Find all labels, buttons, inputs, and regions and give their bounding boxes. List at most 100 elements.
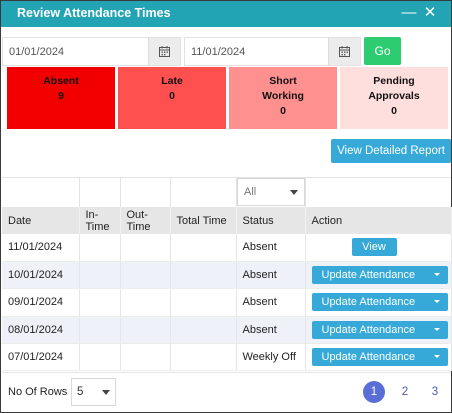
header-total-time[interactable]: Total Time	[170, 207, 237, 234]
cell-status: Absent	[236, 316, 306, 345]
filter-divider	[236, 178, 237, 208]
caret-down-icon	[433, 300, 440, 304]
caret-down-icon	[433, 327, 440, 331]
cell-action: Update Attendance	[305, 343, 452, 372]
column-filter-row	[2, 177, 451, 208]
update-attendance-button[interactable]: Update Attendance	[311, 293, 448, 312]
filter-divider	[120, 178, 121, 208]
cell-status: Weekly Off	[236, 343, 306, 372]
cell-total-time	[170, 261, 237, 290]
view-button[interactable]: View	[351, 238, 397, 257]
update-attendance-label: Update Attendance	[321, 323, 416, 336]
update-attendance-label: Update Attendance	[321, 351, 416, 364]
cell-action: Update Attendance	[305, 288, 452, 317]
cell-in-time	[79, 316, 121, 345]
attendance-table: Date In-Time Out-Time Total Time Status …	[2, 207, 452, 372]
table-row: 10/01/2024 Absent Update Attendance	[2, 261, 452, 290]
cell-total-time	[170, 288, 237, 317]
go-button[interactable]: Go	[364, 37, 401, 65]
filter-divider	[170, 178, 171, 208]
page-1-button[interactable]: 1	[363, 381, 385, 403]
cell-in-time	[79, 234, 121, 262]
cell-in-time	[79, 261, 121, 290]
header-action: Action	[305, 207, 452, 234]
cell-action: Update Attendance	[305, 261, 452, 290]
table-row: 11/01/2024 Absent View	[2, 234, 452, 262]
summary-label-line2: Approvals	[368, 90, 420, 102]
filter-divider	[79, 178, 80, 208]
title-bar: Review Attendance Times — ✕	[1, 1, 451, 27]
cell-status: Absent	[236, 288, 306, 317]
cell-out-time	[120, 288, 171, 317]
view-detailed-report-button[interactable]: View Detailed Report	[331, 139, 451, 163]
cell-total-time	[170, 316, 237, 345]
table-row: 07/01/2024 Weekly Off Update Attendance	[2, 343, 452, 372]
summary-value: 0	[280, 105, 286, 117]
summary-value: 0	[169, 90, 175, 102]
from-date-field	[2, 37, 181, 66]
table-header-row: Date In-Time Out-Time Total Time Status …	[2, 207, 452, 234]
cell-status: Absent	[236, 261, 306, 290]
calendar-icon[interactable]	[148, 38, 180, 65]
update-attendance-label: Update Attendance	[321, 296, 416, 309]
summary-pending-approvals[interactable]: Pending Approvals 0	[340, 67, 448, 129]
cell-action: Update Attendance	[305, 316, 452, 345]
summary-label-line2: Working	[262, 90, 304, 102]
window-title: Review Attendance Times	[17, 6, 171, 20]
caret-down-icon	[102, 390, 110, 395]
summary-value: 0	[391, 105, 397, 117]
table-row: 09/01/2024 Absent Update Attendance	[2, 288, 452, 317]
status-filter-select[interactable]: All	[237, 178, 305, 206]
update-attendance-button[interactable]: Update Attendance	[311, 348, 448, 367]
summary-label: Pending	[373, 75, 415, 87]
summary-label: Late	[161, 75, 183, 87]
summary-label: Absent	[43, 75, 79, 87]
page-3-button[interactable]: 3	[431, 386, 439, 398]
cell-date: 09/01/2024	[2, 288, 80, 317]
cell-in-time	[79, 343, 121, 372]
header-in-time[interactable]: In-Time	[79, 207, 121, 234]
update-attendance-button[interactable]: Update Attendance	[311, 266, 448, 285]
update-attendance-button[interactable]: Update Attendance	[311, 320, 448, 339]
cell-total-time	[170, 234, 237, 262]
header-date[interactable]: Date	[2, 207, 80, 234]
summary-label: Short	[269, 75, 297, 87]
to-date-field	[184, 37, 361, 66]
caret-down-icon	[290, 190, 298, 195]
summary-short-working[interactable]: Short Working 0	[229, 67, 337, 129]
cell-action: View	[305, 234, 452, 262]
cell-out-time	[120, 234, 171, 262]
cell-date: 07/01/2024	[2, 343, 80, 372]
cell-total-time	[170, 343, 237, 372]
cell-out-time	[120, 316, 171, 345]
rows-per-page-value: 5	[77, 386, 84, 398]
summary-absent[interactable]: Absent 9	[7, 67, 115, 129]
cell-date: 11/01/2024	[2, 234, 80, 262]
to-date-input[interactable]	[185, 38, 329, 65]
cell-date: 08/01/2024	[2, 316, 80, 345]
footer-divider	[2, 372, 451, 373]
status-filter-value: All	[244, 186, 257, 198]
summary-late[interactable]: Late 0	[118, 67, 226, 129]
cell-in-time	[79, 288, 121, 317]
cell-out-time	[120, 261, 171, 290]
update-attendance-label: Update Attendance	[321, 269, 416, 282]
summary-value: 9	[58, 90, 64, 102]
rows-per-page-select[interactable]: 5	[71, 378, 116, 406]
cell-out-time	[120, 343, 171, 372]
header-out-time[interactable]: Out-Time	[120, 207, 171, 234]
minimize-icon[interactable]: —	[401, 4, 417, 21]
page-2-button[interactable]: 2	[401, 386, 409, 398]
close-icon[interactable]: ✕	[423, 4, 437, 21]
cell-status: Absent	[236, 234, 306, 262]
caret-down-icon	[433, 273, 440, 277]
from-date-input[interactable]	[3, 38, 149, 65]
rows-per-page-label: No Of Rows :	[8, 386, 74, 398]
calendar-icon[interactable]	[328, 38, 360, 65]
caret-down-icon	[433, 355, 440, 359]
cell-date: 10/01/2024	[2, 261, 80, 290]
header-status[interactable]: Status	[236, 207, 306, 234]
filter-divider	[305, 178, 306, 208]
table-row: 08/01/2024 Absent Update Attendance	[2, 316, 452, 345]
